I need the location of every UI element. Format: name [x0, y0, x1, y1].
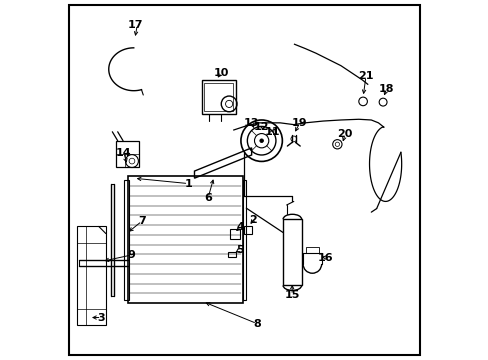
Text: 19: 19: [291, 118, 307, 128]
Text: 8: 8: [253, 319, 260, 329]
Text: 20: 20: [337, 129, 352, 139]
Text: 6: 6: [203, 193, 212, 203]
Text: 17: 17: [127, 19, 143, 30]
Bar: [227, 252, 235, 257]
Bar: [201, 80, 235, 114]
Text: 3: 3: [98, 312, 105, 323]
Text: 21: 21: [358, 71, 373, 81]
Bar: [77, 226, 106, 325]
Text: 15: 15: [284, 290, 299, 300]
Bar: [204, 83, 232, 111]
Bar: [244, 226, 251, 234]
Text: 16: 16: [318, 252, 333, 262]
Text: 11: 11: [264, 127, 280, 137]
Text: 13: 13: [244, 118, 259, 128]
Bar: [128, 176, 242, 303]
Text: 10: 10: [213, 68, 228, 78]
Circle shape: [259, 139, 263, 143]
Text: 2: 2: [249, 215, 257, 225]
Bar: [283, 219, 301, 285]
Bar: [124, 180, 129, 300]
Text: 9: 9: [127, 250, 135, 260]
Bar: [242, 180, 246, 300]
Bar: [230, 229, 240, 239]
Text: 7: 7: [138, 216, 145, 226]
Text: 4: 4: [237, 222, 244, 232]
Text: 14: 14: [115, 148, 131, 158]
Bar: [116, 141, 139, 167]
Text: 18: 18: [378, 84, 394, 94]
Bar: [305, 247, 318, 252]
Text: 12: 12: [253, 122, 269, 132]
Text: 5: 5: [236, 245, 243, 255]
Text: 1: 1: [184, 179, 192, 189]
